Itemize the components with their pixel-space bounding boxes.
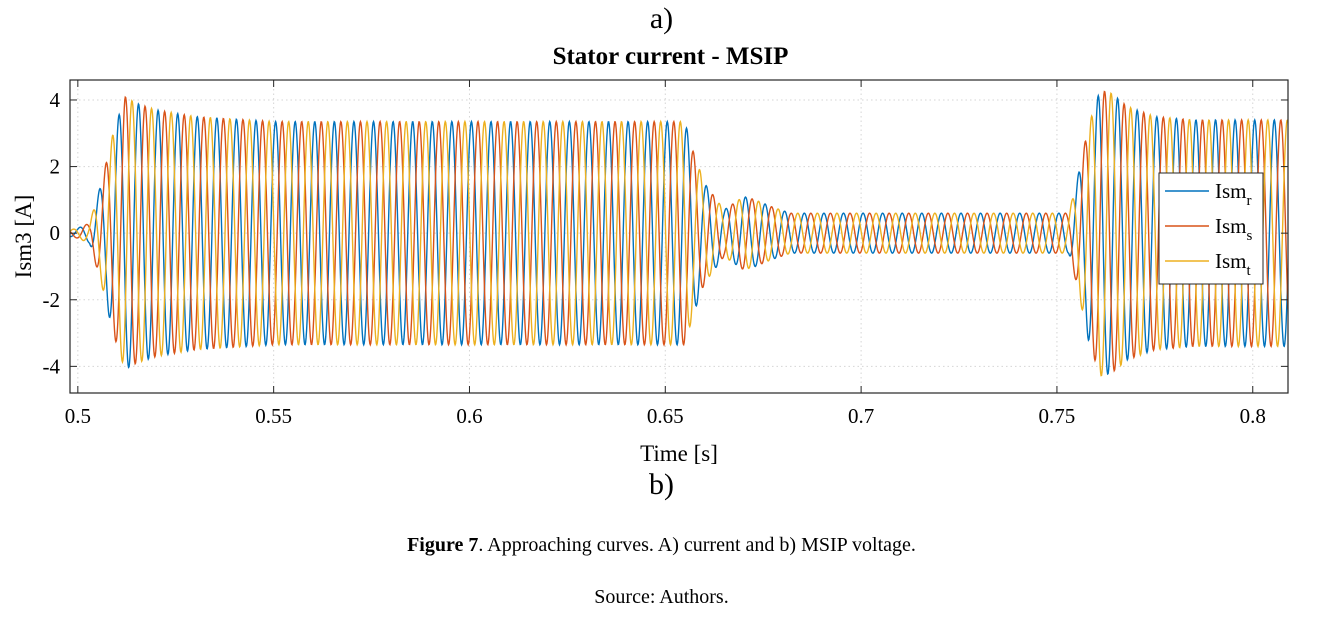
series-line-t (70, 91, 1288, 377)
legend-label-r: Ismr (1215, 179, 1252, 209)
y-tick-label: 0 (50, 221, 61, 245)
x-tick-label: 0.8 (1240, 404, 1266, 428)
x-axis-label: Time [s] (640, 441, 718, 466)
x-tick-label: 0.55 (255, 404, 292, 428)
plot-frame (69, 79, 1289, 394)
figure-caption: Figure 7. Approaching curves. A) current… (0, 534, 1323, 557)
x-tick-label: 0.6 (456, 404, 482, 428)
y-axis-label: Ism3 [A] (11, 195, 36, 279)
caption-text: . Approaching curves. A) current and b) … (478, 534, 916, 556)
legend-label-t: Ismt (1215, 249, 1252, 279)
x-tick-label: 0.65 (647, 404, 684, 428)
x-tick-label: 0.75 (1039, 404, 1076, 428)
x-tick-label: 0.5 (65, 404, 91, 428)
source-note: Source: Authors. (594, 586, 729, 608)
x-tick-label: 0.7 (848, 404, 874, 428)
y-tick-label: 2 (50, 155, 61, 179)
stator-current-chart: 0.5 0.55 0.6 0.65 0.7 0.75 0.8 -4 -2 0 2 4 Time [s] I… (11, 79, 1289, 466)
caption-figure-number: Figure 7 (407, 534, 479, 556)
y-tick-label: -4 (43, 354, 61, 378)
series-line-s (70, 90, 1288, 373)
legend: Ismr Isms Ismt (1158, 172, 1264, 285)
legend-label-s: Isms (1215, 214, 1253, 244)
panel-a-label: a) (649, 2, 674, 35)
series-group (70, 90, 1288, 377)
y-tick-label: -2 (43, 288, 61, 312)
chart-title: Stator current - MSIP (552, 43, 789, 70)
panel-b-label: b) (649, 468, 674, 501)
y-tick-label: 4 (50, 88, 61, 112)
